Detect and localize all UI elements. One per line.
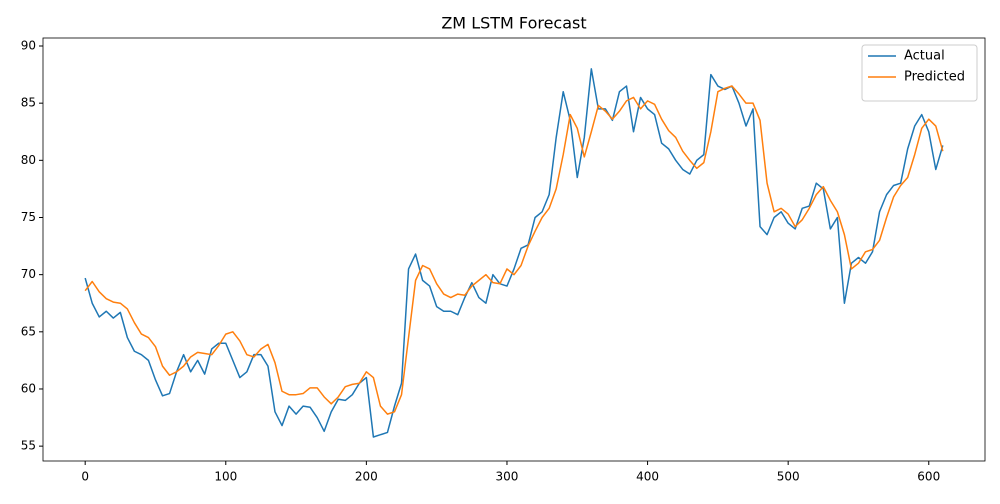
legend-label: Actual [904,49,945,64]
x-tick-label: 600 [917,470,940,484]
legend-frame [861,44,978,102]
x-tick-label: 200 [355,470,378,484]
x-tick-label: 500 [777,470,800,484]
x-tick-label: 100 [214,470,237,484]
y-tick-label: 90 [21,39,36,53]
y-tick-label: 80 [21,153,36,167]
y-tick-label: 60 [21,381,36,395]
y-tick-label: 70 [21,267,36,281]
legend-label: Predicted [904,70,965,85]
chart-title: ZM LSTM Forecast [441,14,586,33]
y-tick-label: 75 [21,210,36,224]
x-tick-label: 300 [496,470,519,484]
y-tick-label: 55 [21,439,36,453]
y-tick-label: 65 [21,324,36,338]
x-tick-label: 0 [81,470,89,484]
y-tick-label: 85 [21,96,36,110]
plot-frame [42,37,986,462]
series-line [84,68,944,438]
x-tick-label: 400 [636,470,659,484]
series-line [84,85,944,415]
